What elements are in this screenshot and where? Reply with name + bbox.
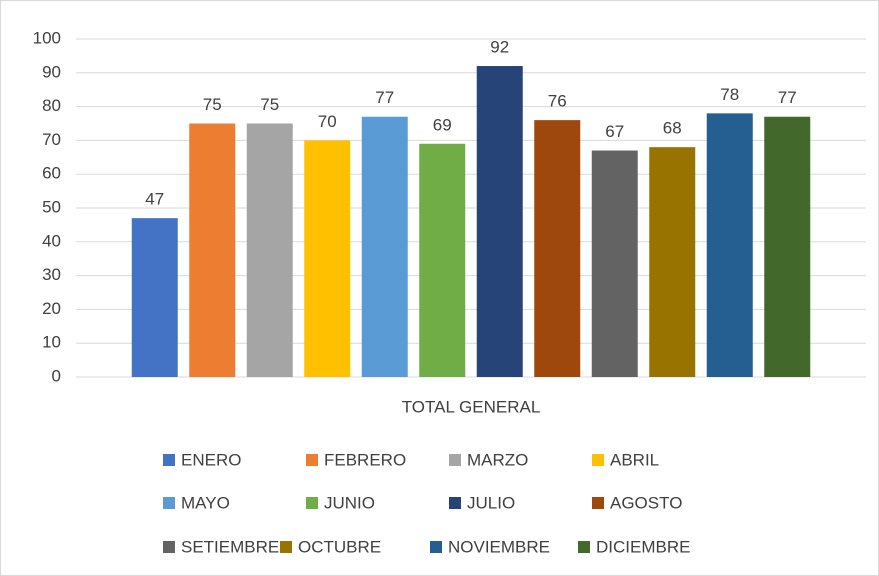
data-label: 75 xyxy=(203,95,222,114)
data-label: 77 xyxy=(778,88,797,107)
bar xyxy=(246,123,293,377)
data-label: 76 xyxy=(548,92,567,111)
legend-label: DICIEMBRE xyxy=(596,537,690,556)
legend-swatch xyxy=(592,454,604,466)
bar xyxy=(189,123,236,377)
y-tick-label: 20 xyxy=(42,299,61,318)
legend-swatch xyxy=(578,541,590,553)
data-label: 70 xyxy=(318,112,337,131)
legend-label: AGOSTO xyxy=(610,493,682,512)
y-tick-label: 40 xyxy=(42,231,61,250)
data-label: 68 xyxy=(663,119,682,138)
legend-label: ABRIL xyxy=(610,450,659,469)
legend-swatch xyxy=(430,541,442,553)
data-label: 92 xyxy=(490,38,509,57)
bar xyxy=(591,150,638,377)
data-label: 47 xyxy=(145,190,164,209)
legend-label: JUNIO xyxy=(324,493,375,512)
bar xyxy=(764,116,811,378)
bar xyxy=(476,66,523,377)
bar xyxy=(706,113,753,378)
data-label: 69 xyxy=(433,115,452,134)
y-tick-label: 30 xyxy=(42,265,61,284)
data-label: 77 xyxy=(375,88,394,107)
legend-swatch xyxy=(449,454,461,466)
legend-swatch xyxy=(163,497,175,509)
legend-label: JULIO xyxy=(467,493,515,512)
legend-label: FEBRERO xyxy=(324,450,406,469)
y-tick-label: 70 xyxy=(42,130,61,149)
y-tick-label: 0 xyxy=(52,366,61,385)
data-label: 67 xyxy=(605,122,624,141)
legend-swatch xyxy=(306,497,318,509)
legend-swatch xyxy=(280,541,292,553)
bar xyxy=(649,147,696,377)
data-label: 78 xyxy=(720,85,739,104)
legend-label: NOVIEMBRE xyxy=(448,537,550,556)
bar xyxy=(361,116,408,378)
bar xyxy=(131,218,178,377)
bar xyxy=(419,143,466,377)
y-tick-label: 10 xyxy=(42,333,61,352)
data-label: 75 xyxy=(260,95,279,114)
y-tick-label: 50 xyxy=(42,197,61,216)
bar xyxy=(534,120,581,378)
y-tick-label: 80 xyxy=(42,96,61,115)
legend-swatch xyxy=(163,541,175,553)
bar xyxy=(304,140,351,377)
legend-swatch xyxy=(592,497,604,509)
y-tick-label: 100 xyxy=(33,28,61,47)
legend-label: OCTUBRE xyxy=(298,537,381,556)
legend-swatch xyxy=(163,454,175,466)
legend-label: MAYO xyxy=(181,493,230,512)
legend-label: SETIEMBRE xyxy=(181,537,279,556)
x-tick-label: TOTAL GENERAL xyxy=(402,397,541,416)
legend-swatch xyxy=(306,454,318,466)
legend-label: ENERO xyxy=(181,450,241,469)
y-tick-label: 90 xyxy=(42,62,61,81)
y-tick-label: 60 xyxy=(42,164,61,183)
legend-label: MARZO xyxy=(467,450,528,469)
legend-swatch xyxy=(449,497,461,509)
